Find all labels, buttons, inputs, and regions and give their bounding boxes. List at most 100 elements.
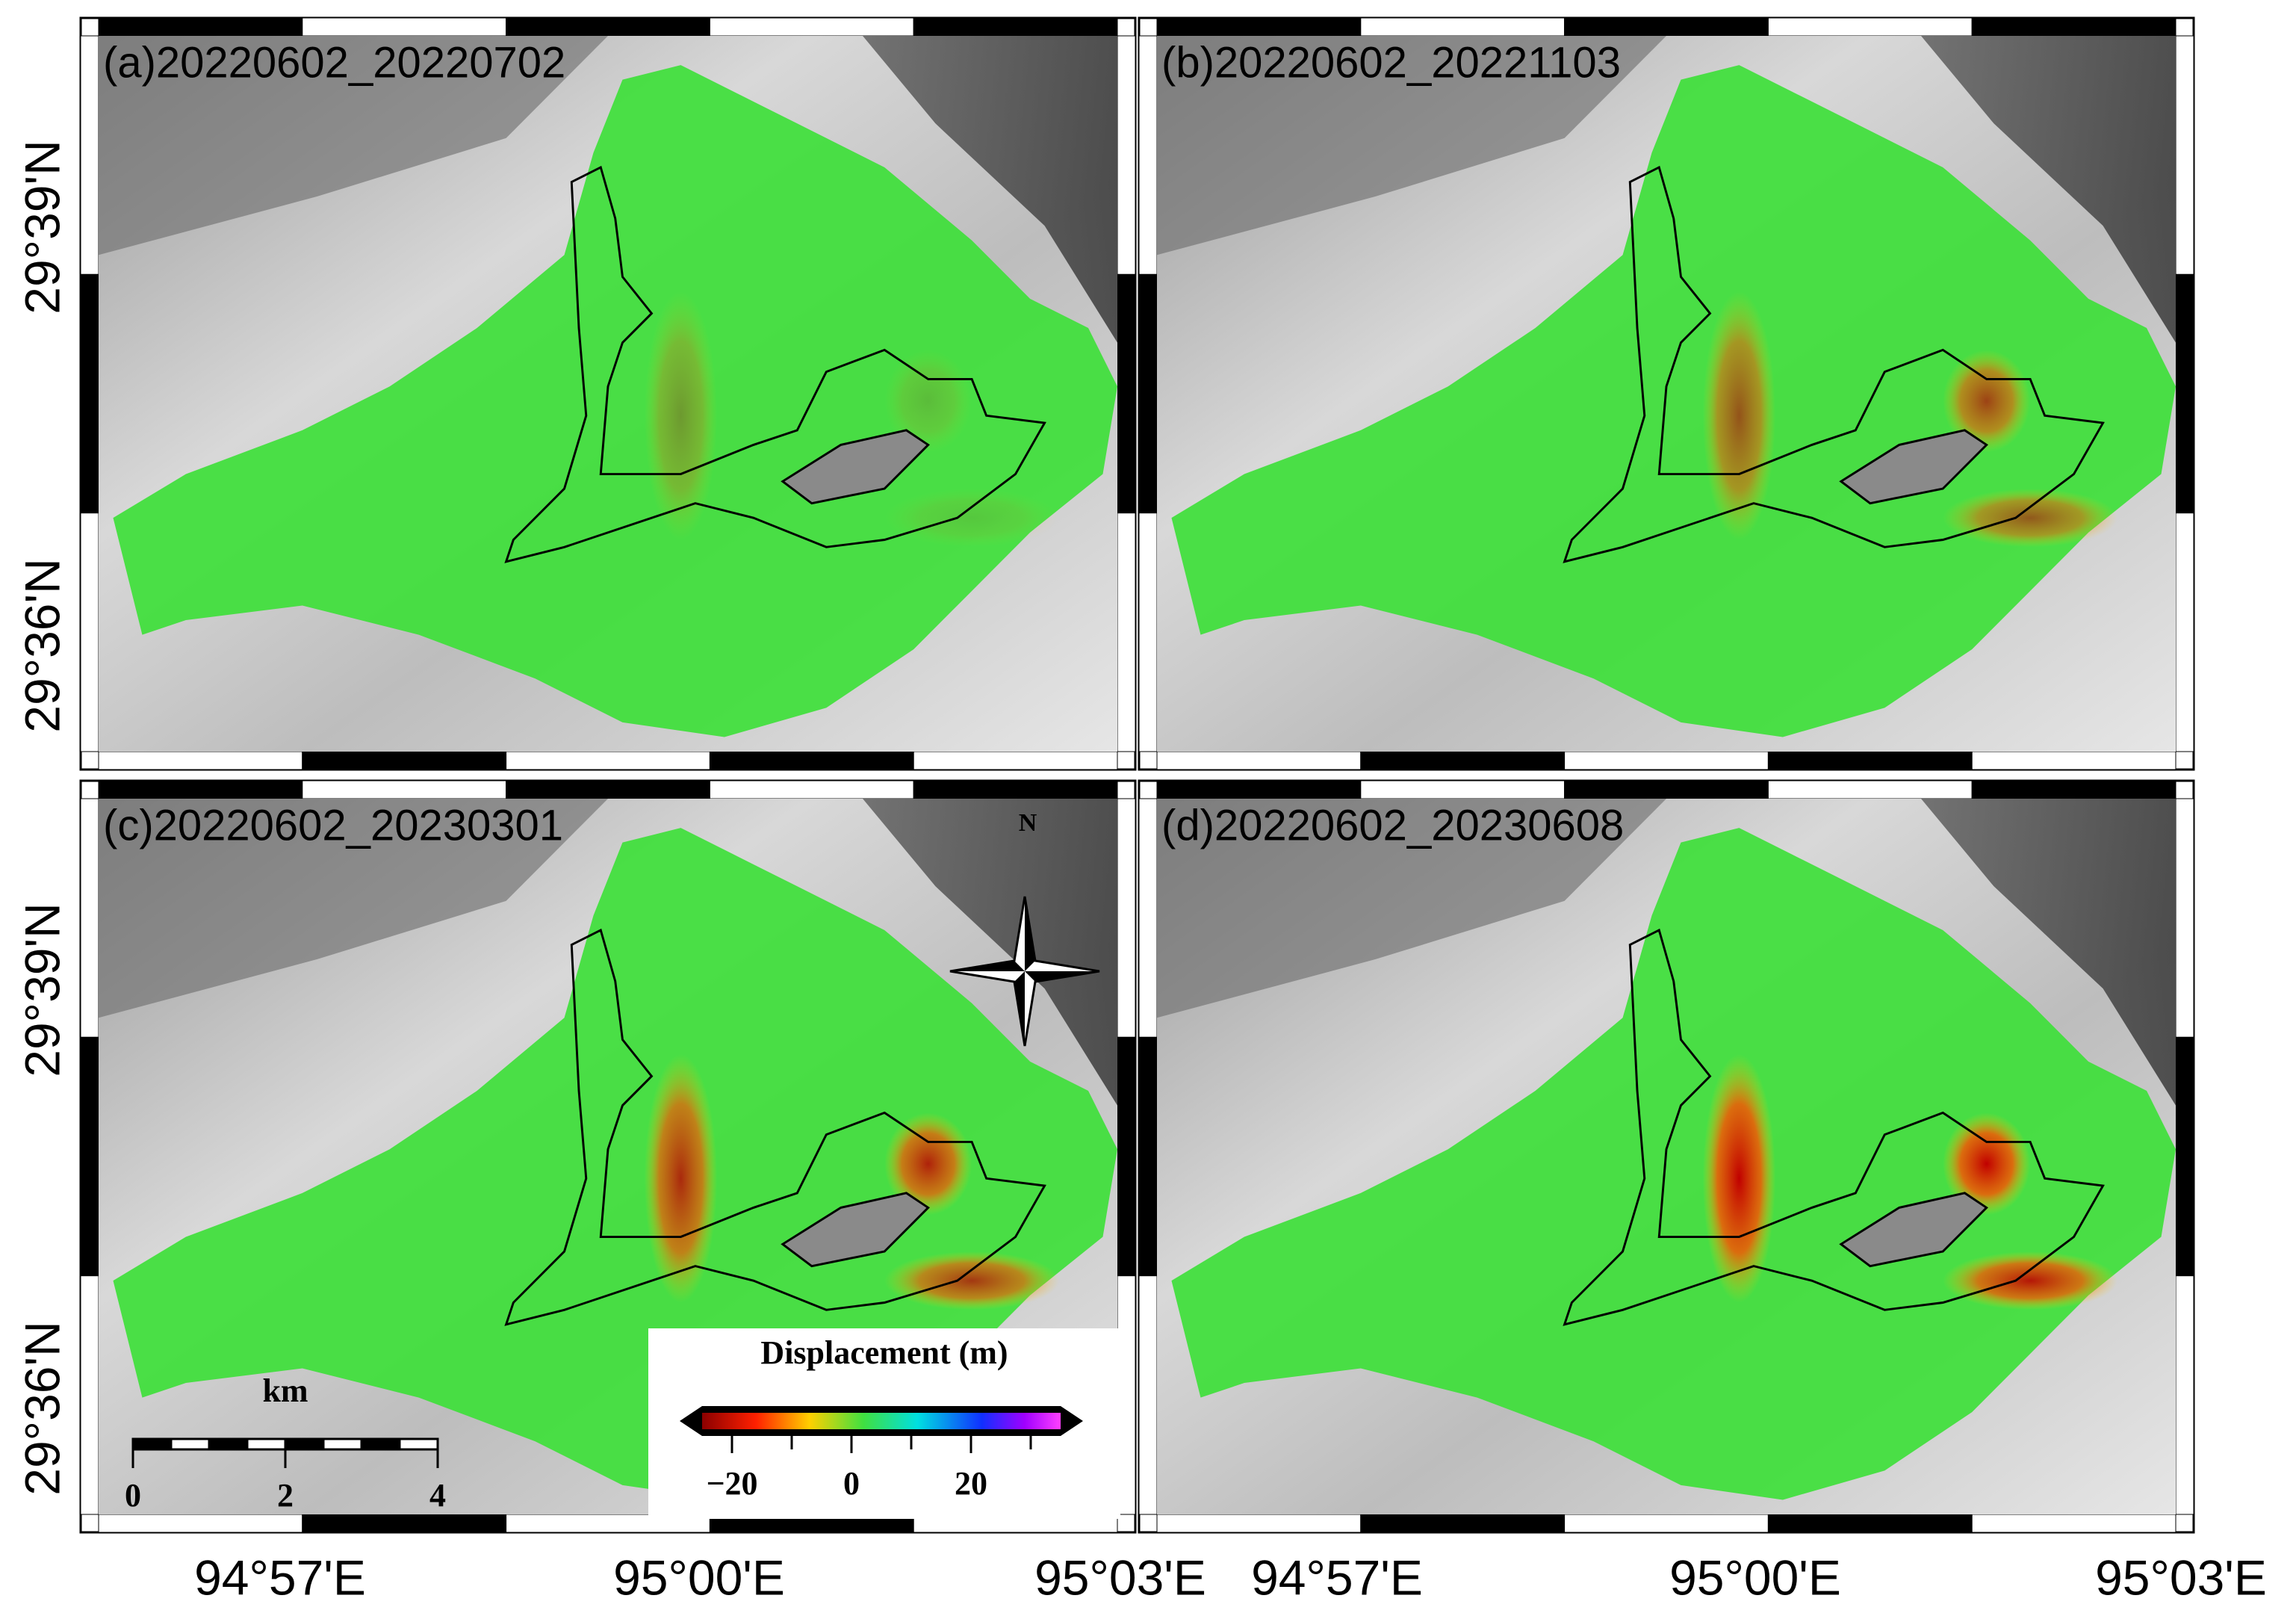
map-panel: (d)20220602_20230608 <box>1138 779 2195 1534</box>
displacement-field <box>113 65 1117 737</box>
frame-tick <box>2175 35 2194 275</box>
displacement-field <box>1171 65 2176 737</box>
map <box>1157 799 2176 1514</box>
displacement-field <box>1171 828 2176 1500</box>
scale-segment <box>208 1437 249 1451</box>
frame-tick <box>1360 780 1566 799</box>
frame-tick <box>302 17 507 37</box>
displacement-anomaly <box>1943 489 2118 548</box>
frame-tick <box>1971 1514 2176 1533</box>
map <box>99 799 1117 1514</box>
frame-tick <box>1156 780 1362 799</box>
ridge-shadow <box>99 799 608 1018</box>
scale-segment <box>284 1437 325 1451</box>
displacement-anomaly <box>884 489 1060 548</box>
frame-tick <box>1767 780 1973 799</box>
frame-tick <box>2175 273 2194 514</box>
frame-tick <box>506 17 710 37</box>
lat-label: 29°39'N <box>14 140 69 314</box>
lat-label: 29°39'N <box>14 903 69 1077</box>
frame-tick <box>1117 1036 1136 1277</box>
displacement-anomaly <box>644 1054 718 1303</box>
glacier-outline <box>504 928 1046 1326</box>
frame-tick <box>913 17 1118 37</box>
frame-tick <box>1564 1514 1769 1533</box>
frame-tick <box>1971 17 2176 37</box>
rock-outcrop <box>1839 429 1988 505</box>
frame-tick <box>1138 1036 1158 1277</box>
frame-tick <box>709 780 914 799</box>
ridge-shadow <box>99 36 608 256</box>
glacier-outline <box>1563 165 2105 563</box>
scale-segment <box>360 1437 401 1451</box>
north-arrow <box>949 896 1100 1047</box>
frame-tick <box>1360 17 1566 37</box>
scale-tick-label: 4 <box>429 1477 446 1514</box>
frame-tick <box>913 751 1118 770</box>
frame-tick <box>1564 780 1769 799</box>
frame-tick <box>1138 35 1158 275</box>
frame-tick <box>1138 513 1158 752</box>
frame-tick <box>1564 751 1769 770</box>
frame-tick <box>1156 751 1362 770</box>
frame-tick <box>80 1275 99 1515</box>
panel-label: (b)20220602_20221103 <box>1161 38 1621 87</box>
north-label: N <box>1019 809 1037 837</box>
lat-label: 29°36'N <box>14 558 69 732</box>
frame-tick <box>709 17 914 37</box>
frame-tick <box>302 751 507 770</box>
legend-title: Displacement (m) <box>760 1334 1008 1371</box>
scale-tick-label: 0 <box>125 1477 141 1514</box>
displacement-anomaly <box>1702 291 1776 540</box>
lon-label: 95°03'E <box>2095 1550 2267 1605</box>
map <box>1157 36 2176 752</box>
frame-tick <box>1117 273 1136 514</box>
glacier-outline <box>504 165 1046 563</box>
lon-label: 94°57'E <box>1251 1550 1423 1605</box>
scale-segment <box>322 1437 363 1451</box>
glacier-outline <box>1563 928 2105 1326</box>
frame-tick <box>1971 780 2176 799</box>
lon-label: 95°00'E <box>1669 1550 1841 1605</box>
colorbar-fill <box>702 1413 1061 1429</box>
colorbar-tick-label: 20 <box>955 1465 987 1502</box>
frame-tick <box>1138 798 1158 1038</box>
frame-tick <box>1767 751 1973 770</box>
frame-tick <box>98 17 303 37</box>
frame-tick <box>80 273 99 514</box>
ridge-shadow <box>1921 36 2176 343</box>
scale-segment <box>131 1437 173 1451</box>
frame-tick <box>1360 751 1566 770</box>
frame-tick <box>913 780 1118 799</box>
frame-tick <box>506 751 710 770</box>
colorbar-tick-label: −20 <box>706 1465 757 1502</box>
lon-label: 95°03'E <box>1034 1550 1206 1605</box>
scale-segment <box>246 1437 287 1451</box>
frame-tick <box>1117 798 1136 1038</box>
frame-tick <box>1156 17 1362 37</box>
frame-tick <box>80 35 99 275</box>
rock-outcrop <box>781 429 930 505</box>
displacement-anomaly <box>1943 350 2031 453</box>
frame-tick <box>302 1514 507 1533</box>
colorbar-tick-label: 0 <box>843 1465 860 1502</box>
displacement-anomaly <box>884 1112 972 1216</box>
ridge-shadow <box>863 799 1117 1106</box>
frame-tick <box>1138 273 1158 514</box>
ridge-shadow <box>1157 36 1666 256</box>
map-panel: (b)20220602_20221103 <box>1138 16 2195 771</box>
panel-label: (a)20220602_20220702 <box>103 38 565 87</box>
ridge-shadow <box>1157 799 1666 1018</box>
lon-label: 95°00'E <box>613 1550 785 1605</box>
map-panel: (a)20220602_20220702 <box>79 16 1137 771</box>
lon-label: 94°57'E <box>194 1550 366 1605</box>
frame-tick <box>1360 1514 1566 1533</box>
frame-tick <box>80 798 99 1038</box>
frame-tick <box>709 751 914 770</box>
frame-tick <box>1117 513 1136 752</box>
frame-tick <box>1564 17 1769 37</box>
frame-tick <box>2175 798 2194 1038</box>
scale-tick-label: 2 <box>277 1477 294 1514</box>
ridge-shadow <box>1921 799 2176 1106</box>
scale-unit: km <box>262 1372 308 1409</box>
